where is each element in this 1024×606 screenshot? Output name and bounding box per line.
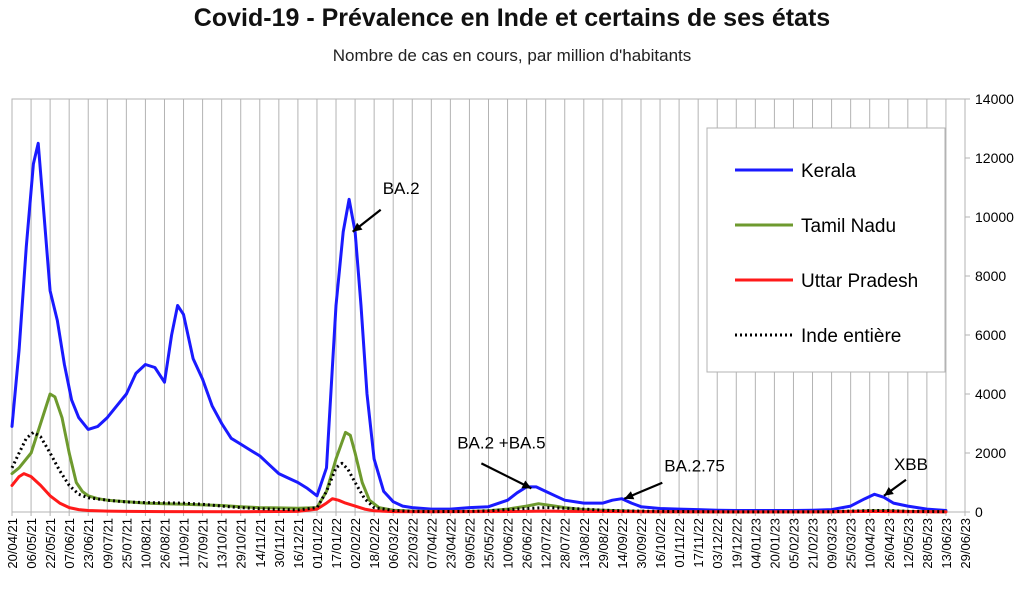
x-tick-label: 01/01/22 — [310, 518, 325, 569]
x-tick-label: 13/08/22 — [577, 518, 592, 569]
annotation-arrow — [480, 462, 532, 490]
legend-label: Tamil Nadu — [801, 216, 896, 237]
series-line-kerala — [10, 141, 948, 512]
y-tick-label: 8000 — [975, 268, 1006, 284]
x-tick-label: 29/08/22 — [596, 518, 611, 569]
annotation-arrowhead — [624, 491, 635, 500]
annotation-label: BA.2.75 — [664, 457, 725, 476]
legend-label: Inde entière — [801, 326, 901, 347]
x-tick-label: 09/07/21 — [100, 518, 115, 569]
x-tick-label: 06/03/22 — [386, 518, 401, 569]
x-tick-label: 09/03/23 — [825, 518, 840, 569]
x-tick-label: 10/04/23 — [863, 518, 878, 569]
x-tick-label: 26/08/21 — [157, 518, 172, 569]
x-tick-label: 01/11/22 — [672, 518, 687, 568]
x-tick-label: 22/05/21 — [43, 518, 58, 569]
x-tick-label: 14/11/21 — [253, 518, 268, 568]
legend-label: Uttar Pradesh — [801, 271, 918, 292]
x-tick-label: 19/12/22 — [729, 518, 744, 569]
chart-title: Covid-19 - Prévalence en Inde et certain… — [193, 4, 831, 32]
x-tick-label: 13/06/23 — [939, 518, 954, 569]
x-tick-label: 25/05/22 — [482, 518, 497, 569]
x-tick-label: 04/01/23 — [748, 518, 763, 569]
x-tick-label: 27/09/21 — [196, 518, 211, 569]
x-tick-label: 28/07/22 — [558, 518, 573, 569]
x-tick-label: 18/02/22 — [367, 518, 382, 569]
x-tick-label: 16/10/22 — [653, 518, 668, 569]
y-tick-label: 10000 — [975, 209, 1014, 225]
x-tick-label: 11/09/21 — [177, 518, 192, 568]
x-tick-label: 02/02/22 — [348, 518, 363, 569]
x-tick-label: 29/10/21 — [234, 518, 249, 569]
chart-subtitle: Nombre de cas en cours, par million d'ha… — [332, 46, 692, 65]
series-line-tamil-nadu — [10, 392, 948, 514]
annotation-arrowhead — [884, 487, 894, 496]
annotation-label: XBB — [894, 455, 928, 474]
x-tick-label: 26/04/23 — [882, 518, 897, 569]
legend-label: Kerala — [801, 161, 856, 182]
y-tick-label: 14000 — [975, 91, 1014, 107]
x-tick-label: 07/06/21 — [62, 518, 77, 569]
x-tick-label: 07/04/22 — [424, 518, 439, 569]
x-tick-label: 21/02/23 — [806, 518, 821, 569]
x-tick-label: 06/05/21 — [24, 518, 39, 569]
y-tick-label: 0 — [975, 504, 983, 520]
y-tick-label: 12000 — [975, 150, 1014, 166]
x-tick-label: 10/08/21 — [138, 518, 153, 569]
annotation-arrowhead — [521, 480, 532, 489]
x-tick-label: 09/05/22 — [462, 518, 477, 569]
x-tick-label: 25/03/23 — [844, 518, 859, 569]
x-tick-label: 22/03/22 — [405, 518, 420, 569]
x-tick-label: 20/04/21 — [5, 518, 20, 569]
x-tick-label: 03/12/22 — [710, 518, 725, 569]
y-tick-label: 6000 — [975, 327, 1006, 343]
x-tick-label: 23/04/22 — [443, 518, 458, 569]
x-tick-label: 12/07/22 — [539, 518, 554, 569]
x-tick-label: 17/01/22 — [329, 518, 344, 569]
y-tick-label: 4000 — [975, 386, 1006, 402]
annotation-label: BA.2 — [383, 179, 420, 198]
x-tick-label: 30/11/21 — [272, 518, 287, 568]
x-tick-label: 26/06/22 — [520, 518, 535, 569]
x-tick-label: 29/06/23 — [958, 518, 973, 569]
x-tick-label: 16/12/21 — [291, 518, 306, 569]
x-tick-label: 30/09/22 — [634, 518, 649, 569]
x-tick-label: 05/02/23 — [786, 518, 801, 569]
x-tick-label: 25/07/21 — [119, 518, 134, 569]
x-tick-label: 10/06/22 — [501, 518, 516, 569]
x-tick-label: 14/09/22 — [615, 518, 630, 569]
x-tick-label: 20/01/23 — [767, 518, 782, 569]
y-tick-label: 2000 — [975, 445, 1006, 461]
x-tick-label: 13/10/21 — [215, 518, 230, 569]
x-tick-label: 17/11/22 — [691, 518, 706, 568]
series-line-inde-entiere — [10, 430, 946, 514]
x-tick-label: 23/06/21 — [81, 518, 96, 569]
x-tick-label: 28/05/23 — [920, 518, 935, 569]
annotation-arrowhead — [352, 222, 363, 232]
annotation-label: BA.2 +BA.5 — [457, 433, 545, 452]
x-tick-label: 12/05/23 — [901, 518, 916, 569]
